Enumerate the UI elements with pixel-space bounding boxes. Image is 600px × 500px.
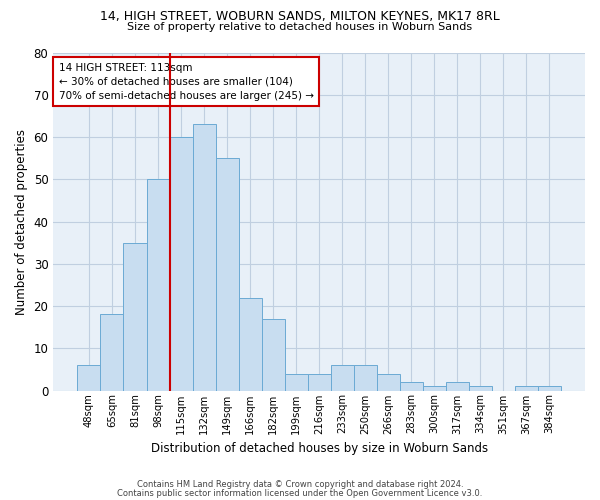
Bar xyxy=(262,318,284,390)
Text: 14, HIGH STREET, WOBURN SANDS, MILTON KEYNES, MK17 8RL: 14, HIGH STREET, WOBURN SANDS, MILTON KE… xyxy=(100,10,500,23)
Bar xyxy=(446,382,469,390)
Y-axis label: Number of detached properties: Number of detached properties xyxy=(15,128,28,314)
Text: Size of property relative to detached houses in Woburn Sands: Size of property relative to detached ho… xyxy=(127,22,473,32)
Bar xyxy=(423,386,446,390)
Bar xyxy=(124,242,146,390)
Text: Contains HM Land Registry data © Crown copyright and database right 2024.: Contains HM Land Registry data © Crown c… xyxy=(137,480,463,489)
Bar xyxy=(215,158,239,390)
Bar xyxy=(193,124,215,390)
Bar xyxy=(284,374,308,390)
X-axis label: Distribution of detached houses by size in Woburn Sands: Distribution of detached houses by size … xyxy=(151,442,488,455)
Bar xyxy=(353,365,377,390)
Bar xyxy=(400,382,423,390)
Bar xyxy=(515,386,538,390)
Bar xyxy=(331,365,353,390)
Bar xyxy=(146,180,170,390)
Bar xyxy=(100,314,124,390)
Bar xyxy=(308,374,331,390)
Bar xyxy=(239,298,262,390)
Bar xyxy=(538,386,561,390)
Bar xyxy=(77,365,100,390)
Text: Contains public sector information licensed under the Open Government Licence v3: Contains public sector information licen… xyxy=(118,488,482,498)
Bar xyxy=(469,386,492,390)
Bar xyxy=(170,137,193,390)
Bar xyxy=(377,374,400,390)
Text: 14 HIGH STREET: 113sqm
← 30% of detached houses are smaller (104)
70% of semi-de: 14 HIGH STREET: 113sqm ← 30% of detached… xyxy=(59,62,314,100)
